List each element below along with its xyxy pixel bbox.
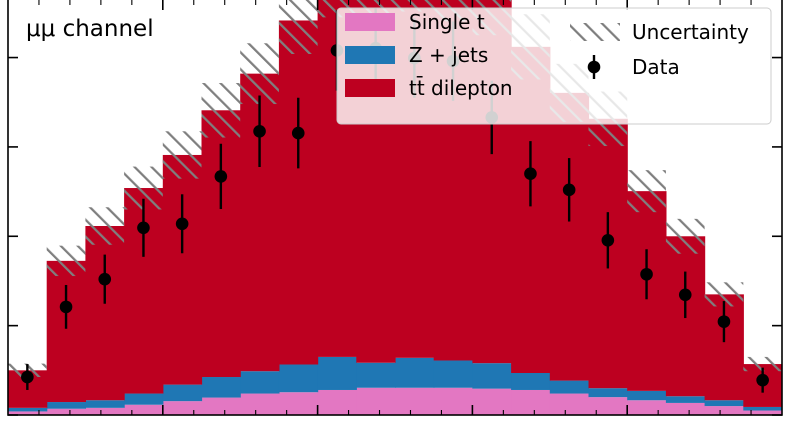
bar-z-jets-6 xyxy=(240,371,280,394)
data-point-6 xyxy=(253,124,266,138)
bar-tt-dilepton-4 xyxy=(162,154,203,385)
legend: Single t Z + jets tt̄ dilepton Uncertainty D… xyxy=(336,7,772,125)
data-point-15 xyxy=(601,234,615,247)
data-point-5 xyxy=(214,170,228,183)
uncertainty-band-10 xyxy=(395,0,434,12)
uncertainty-band-4 xyxy=(162,131,202,179)
bar-tt-dilepton-1 xyxy=(46,260,86,403)
bar-single-t-1 xyxy=(46,408,86,415)
bar-single-t-15 xyxy=(588,397,628,415)
bar-z-jets-3 xyxy=(124,393,164,405)
legend-label-data: Data xyxy=(632,55,680,79)
data-point-7 xyxy=(291,126,305,140)
legend-swatch-uncertainty xyxy=(570,23,620,41)
bar-single-t-7 xyxy=(278,392,319,415)
bar-z-jets-2 xyxy=(85,400,125,408)
bar-single-t-5 xyxy=(201,397,241,415)
uncertainty-band-7 xyxy=(278,0,318,54)
bar-single-t-8 xyxy=(317,389,357,415)
bar-z-jets-11 xyxy=(433,360,473,388)
legend-swatch-tt-dilepton xyxy=(345,79,395,97)
bar-single-t-12 xyxy=(472,388,512,415)
uncertainty-band-1 xyxy=(46,245,86,277)
bar-z-jets-9 xyxy=(356,362,396,388)
uncertainty-band-2 xyxy=(85,207,125,245)
channel-annotation: μμ channel xyxy=(26,16,154,42)
legend-swatch-z-jets xyxy=(345,46,395,64)
bar-single-t-19 xyxy=(743,410,782,415)
bar-z-jets-19 xyxy=(743,406,782,411)
legend-label-z-jets: Z + jets xyxy=(409,43,488,67)
bar-single-t-11 xyxy=(433,387,473,415)
bar-z-jets-18 xyxy=(704,400,744,407)
bar-tt-dilepton-7 xyxy=(278,20,319,365)
data-point-14 xyxy=(562,183,576,197)
bar-z-jets-5 xyxy=(201,377,241,398)
data-point-1 xyxy=(59,300,73,314)
data-point-19 xyxy=(756,373,769,387)
axes-border xyxy=(7,0,783,416)
bar-z-jets-0 xyxy=(8,407,48,412)
bar-single-t-3 xyxy=(124,404,164,415)
legend-box xyxy=(336,7,772,125)
bar-z-jets-14 xyxy=(549,380,590,394)
bar-tt-dilepton-2 xyxy=(85,226,125,401)
bar-single-t-0 xyxy=(8,411,48,415)
data-point-18 xyxy=(717,315,731,328)
legend-marker-data xyxy=(587,60,601,74)
legend-label-uncertainty: Uncertainty xyxy=(632,20,749,44)
bar-single-t-16 xyxy=(627,400,667,415)
bar-single-t-14 xyxy=(549,393,590,415)
bar-z-jets-15 xyxy=(588,388,628,398)
uncertainty-band-16 xyxy=(627,170,666,213)
data-point-0 xyxy=(21,370,34,384)
axes-frame xyxy=(7,0,783,416)
bar-single-t-13 xyxy=(511,389,551,415)
bar-single-t-4 xyxy=(162,401,203,415)
uncertainty-band-5 xyxy=(201,83,241,138)
data-point-13 xyxy=(524,167,537,181)
uncertainty-band-17 xyxy=(665,218,705,254)
uncertainty-band-6 xyxy=(240,43,279,105)
data-point-3 xyxy=(137,221,150,235)
data-point-2 xyxy=(98,272,112,286)
bar-z-jets-13 xyxy=(511,373,551,390)
bar-single-t-10 xyxy=(395,387,435,415)
bar-z-jets-7 xyxy=(278,364,319,393)
bar-z-jets-10 xyxy=(395,357,435,388)
bar-z-jets-4 xyxy=(162,384,203,402)
bar-single-t-2 xyxy=(85,407,125,415)
legend-label-tt-dilepton: tt̄ dilepton xyxy=(409,75,513,100)
data-point-16 xyxy=(640,267,653,281)
legend-label-single-t: Single t xyxy=(409,10,485,34)
bar-single-t-18 xyxy=(704,406,744,415)
bar-z-jets-8 xyxy=(317,356,357,390)
legend-swatch-single-t xyxy=(345,13,395,31)
data-point-4 xyxy=(175,217,189,231)
bar-single-t-9 xyxy=(356,387,396,415)
bar-single-t-17 xyxy=(665,402,706,415)
uncertainty-band-19 xyxy=(743,356,782,372)
bar-single-t-6 xyxy=(240,393,280,415)
data-point-17 xyxy=(678,288,692,302)
bar-z-jets-12 xyxy=(472,363,512,389)
bar-z-jets-17 xyxy=(665,396,706,403)
bar-tt-dilepton-14 xyxy=(549,92,590,381)
bar-z-jets-16 xyxy=(627,390,667,401)
bar-z-jets-1 xyxy=(46,402,86,409)
